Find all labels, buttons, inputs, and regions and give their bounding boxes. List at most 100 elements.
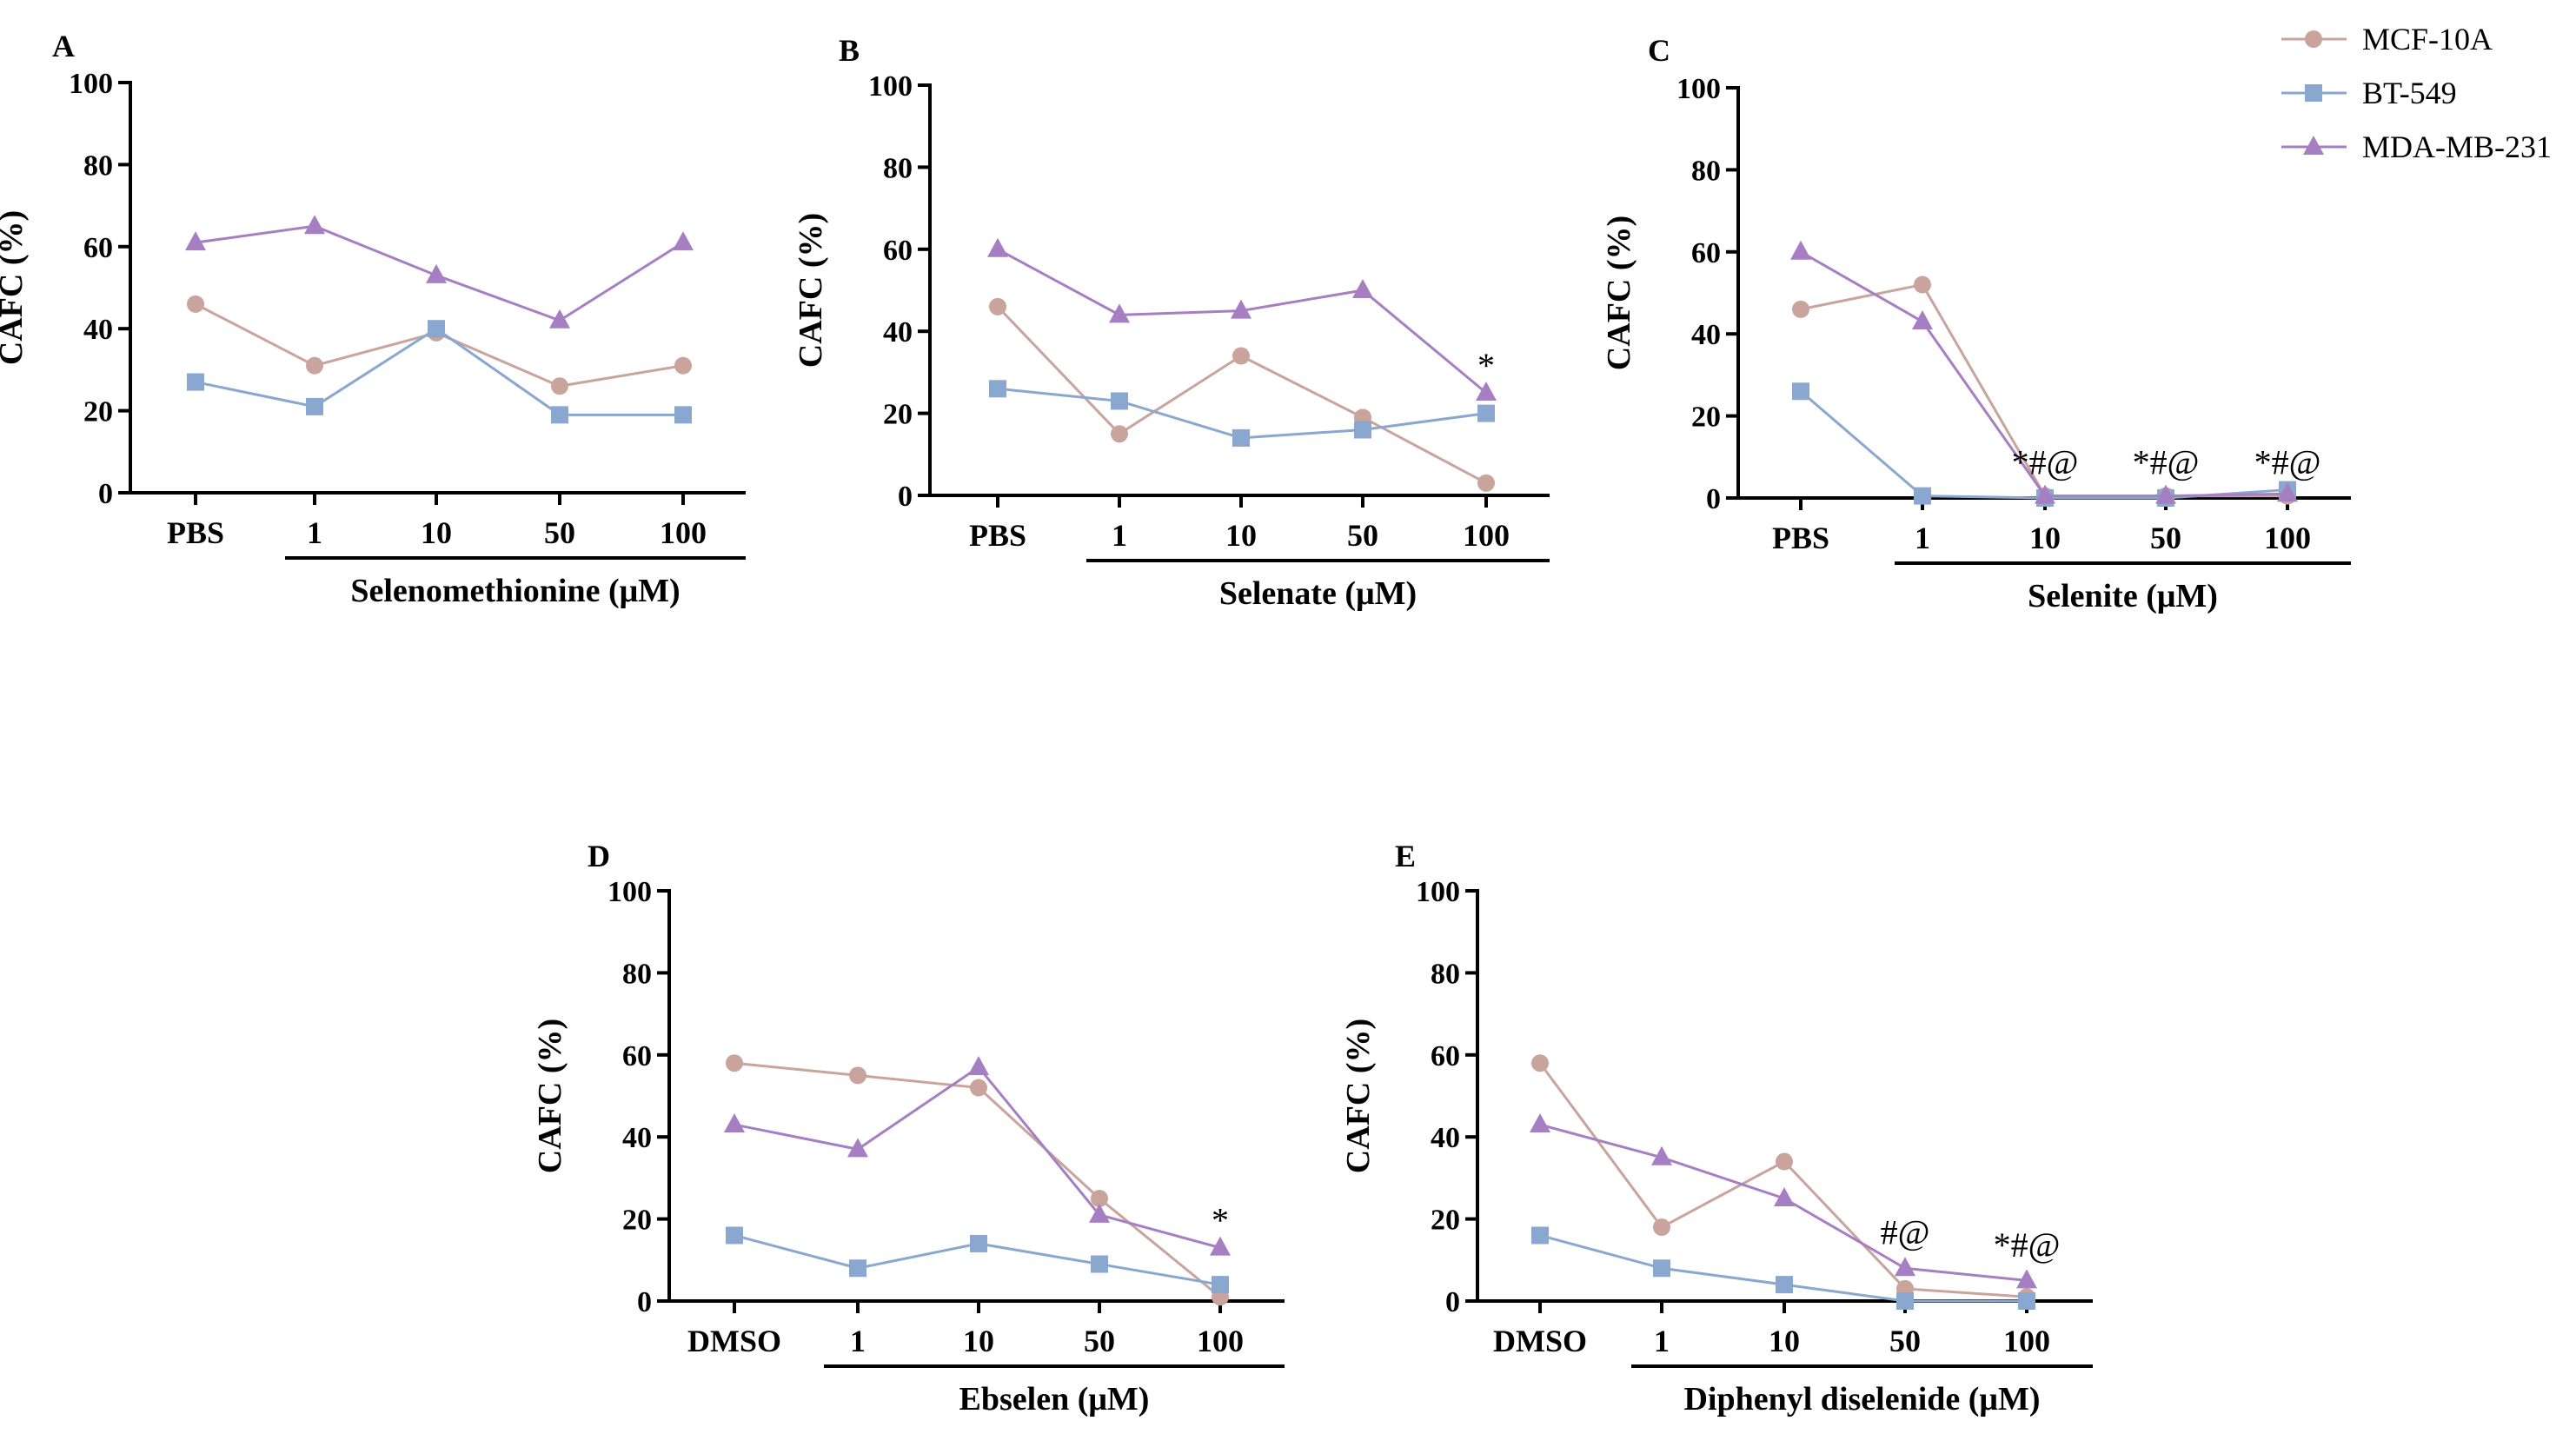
legend-marker bbox=[2305, 84, 2322, 102]
series-mcf-10a bbox=[1531, 1054, 2035, 1306]
chart-panel-c: C 0 20 40 60 80 100 CAFC (%) PBS 1 10 50 100 Selenite… bbox=[1601, 33, 2351, 614]
data-point-mda-mb-231 bbox=[1352, 279, 1373, 298]
x-tick-label: 1 bbox=[850, 1324, 866, 1358]
x-axis-title: Ebselen (μM) bbox=[959, 1381, 1150, 1417]
data-point-mda-mb-231 bbox=[2155, 484, 2176, 504]
series-bt-549 bbox=[1531, 1226, 2035, 1310]
x-axis-title: Selenite (μM) bbox=[2028, 578, 2218, 614]
data-point-bt-549 bbox=[1792, 382, 1809, 401]
legend-marker bbox=[2305, 30, 2322, 48]
data-point-mda-mb-231 bbox=[968, 1055, 989, 1075]
x-tick-label: DMSO bbox=[687, 1324, 781, 1358]
x-tick-label: 10 bbox=[963, 1324, 994, 1358]
chart-panel-e: E 0 20 40 60 80 100 CAFC (%) DMSO 1 10 50 100 Dipheny… bbox=[1340, 839, 2093, 1417]
series-line-mcf-10a bbox=[734, 1061, 1221, 1298]
data-point-mcf-10a bbox=[970, 1079, 987, 1097]
data-point-bt-549 bbox=[1212, 1276, 1229, 1294]
series-mda-mb-231 bbox=[185, 215, 694, 329]
data-point-mda-mb-231 bbox=[1476, 382, 1497, 401]
y-axis-title: CAFC (%) bbox=[1601, 216, 1637, 370]
y-tick-label: 20 bbox=[883, 399, 913, 431]
y-axis-title: CAFC (%) bbox=[532, 1019, 568, 1173]
x-tick-label: 1 bbox=[1654, 1324, 1670, 1358]
x-tick-label: PBS bbox=[1772, 521, 1829, 555]
data-point-mcf-10a bbox=[674, 356, 692, 375]
data-point-mda-mb-231 bbox=[1912, 310, 1933, 330]
legend-label: MDA-MB-231 bbox=[2362, 129, 2552, 164]
series-mda-mb-231 bbox=[1790, 240, 2298, 504]
data-point-bt-549 bbox=[1111, 392, 1128, 410]
panel-letter: C bbox=[1648, 33, 1670, 68]
y-tick-label: 80 bbox=[83, 149, 113, 182]
data-point-mda-mb-231 bbox=[847, 1138, 868, 1158]
data-point-mda-mb-231 bbox=[549, 309, 570, 329]
y-tick-label: 80 bbox=[1691, 155, 1721, 187]
x-tick-label: 100 bbox=[2003, 1324, 2050, 1358]
data-point-bt-549 bbox=[1091, 1255, 1108, 1273]
y-tick-label: 40 bbox=[83, 314, 113, 346]
y-tick-label: 100 bbox=[1676, 73, 1721, 105]
data-point-bt-549 bbox=[1232, 428, 1250, 447]
data-point-bt-549 bbox=[726, 1226, 743, 1245]
series-bt-549 bbox=[187, 320, 692, 424]
y-tick-label: 0 bbox=[898, 481, 913, 513]
data-point-mda-mb-231 bbox=[1895, 1257, 1915, 1277]
y-tick-label: 80 bbox=[883, 152, 913, 184]
series-mda-mb-231 bbox=[724, 1055, 1231, 1256]
significance-annotation: #@ bbox=[1881, 1213, 1930, 1252]
data-point-bt-549 bbox=[1354, 421, 1371, 439]
data-point-mda-mb-231 bbox=[1089, 1203, 1110, 1223]
significance-annotation: * bbox=[1212, 1200, 1229, 1239]
legend-item-mda-mb-231: MDA-MB-231 bbox=[2281, 129, 2552, 164]
y-tick-label: 100 bbox=[1416, 876, 1460, 908]
series-line-mcf-10a bbox=[195, 302, 684, 388]
series-bt-549 bbox=[726, 1226, 1229, 1294]
y-tick-label: 20 bbox=[622, 1205, 652, 1237]
series-line-mcf-10a bbox=[1538, 1062, 2028, 1298]
series-mda-mb-231 bbox=[1530, 1113, 2037, 1289]
y-tick-label: 40 bbox=[883, 316, 913, 349]
data-point-mda-mb-231 bbox=[185, 231, 206, 251]
data-point-mda-mb-231 bbox=[304, 215, 325, 235]
data-point-mda-mb-231 bbox=[1651, 1145, 1672, 1165]
y-tick-label: 40 bbox=[622, 1122, 652, 1154]
x-tick-label: 10 bbox=[1225, 518, 1257, 553]
data-point-bt-549 bbox=[989, 380, 1006, 398]
y-tick-label: 0 bbox=[98, 478, 113, 510]
data-point-mcf-10a bbox=[1111, 425, 1128, 443]
data-point-mcf-10a bbox=[849, 1066, 866, 1085]
data-point-mcf-10a bbox=[1091, 1190, 1108, 1207]
data-point-mcf-10a bbox=[306, 356, 323, 375]
data-point-mcf-10a bbox=[1653, 1218, 1670, 1237]
x-tick-label: 50 bbox=[1084, 1324, 1115, 1358]
series-mcf-10a bbox=[187, 295, 692, 395]
x-tick-label: 10 bbox=[421, 515, 452, 550]
data-point-bt-549 bbox=[2018, 1292, 2035, 1310]
x-tick-label: 1 bbox=[1915, 521, 1930, 555]
y-tick-label: 0 bbox=[1706, 483, 1721, 515]
data-point-bt-549 bbox=[970, 1234, 987, 1252]
data-point-mda-mb-231 bbox=[1790, 240, 1811, 260]
data-point-mcf-10a bbox=[1776, 1152, 1793, 1171]
significance-annotation: *#@ bbox=[2012, 442, 2079, 481]
data-point-mda-mb-231 bbox=[987, 237, 1008, 257]
data-point-bt-549 bbox=[1653, 1259, 1670, 1278]
data-point-mda-mb-231 bbox=[1109, 303, 1130, 323]
y-tick-label: 20 bbox=[1431, 1205, 1460, 1237]
x-tick-label: DMSO bbox=[1493, 1324, 1587, 1358]
data-point-bt-549 bbox=[428, 320, 445, 338]
y-tick-label: 100 bbox=[868, 70, 913, 103]
x-tick-label: 10 bbox=[1769, 1324, 1800, 1358]
legend-item-mcf-10a: MCF-10A bbox=[2281, 22, 2493, 56]
x-axis-title: Selenomethionine (μM) bbox=[350, 573, 680, 609]
data-point-mcf-10a bbox=[1477, 474, 1495, 492]
data-point-mda-mb-231 bbox=[1231, 299, 1251, 319]
significance-annotation: *#@ bbox=[1994, 1225, 2061, 1265]
data-point-mda-mb-231 bbox=[2016, 1269, 2037, 1289]
data-point-mcf-10a bbox=[1792, 300, 1809, 318]
y-tick-label: 100 bbox=[607, 876, 652, 908]
legend-marker bbox=[2303, 136, 2324, 155]
x-tick-label: 100 bbox=[1197, 1324, 1244, 1358]
y-tick-label: 20 bbox=[1691, 402, 1721, 434]
